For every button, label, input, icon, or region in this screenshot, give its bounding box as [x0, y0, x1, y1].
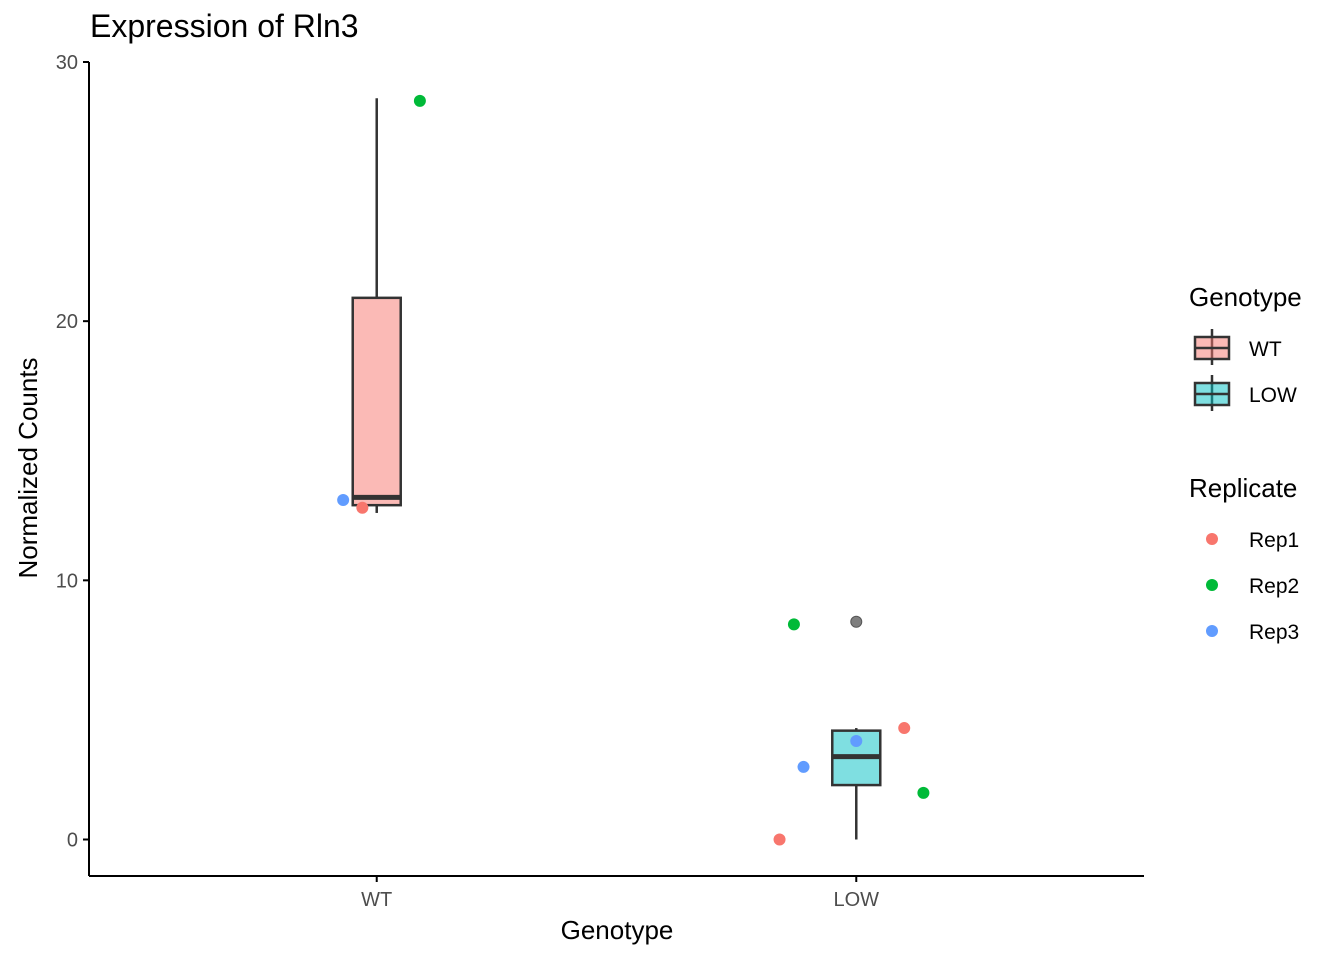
legend-label: Rep3	[1249, 621, 1299, 644]
box-wt	[351, 296, 402, 507]
legend-title: Genotype	[1189, 282, 1302, 312]
data-point-rep3	[337, 493, 350, 506]
data-point-rep2	[787, 618, 800, 631]
x-axis-ticks: WT LOW	[361, 876, 879, 911]
x-tick-label: WT	[361, 889, 392, 911]
y-tick-label: 30	[56, 52, 78, 74]
legend-label: LOW	[1249, 384, 1297, 407]
data-point-rep1	[898, 722, 911, 735]
legend-title: Replicate	[1189, 473, 1297, 503]
y-tick-label: 20	[56, 311, 78, 333]
plot-area	[337, 94, 930, 846]
data-point-rep2	[917, 786, 930, 799]
legend-key-point	[1206, 579, 1218, 591]
legend-key-point	[1206, 625, 1218, 637]
y-tick-label: 0	[67, 830, 78, 852]
legend-key-point	[1206, 533, 1218, 545]
y-axis-title: Normalized Counts	[13, 357, 43, 578]
data-point-rep1	[356, 501, 369, 514]
outlier-point	[850, 615, 863, 628]
data-point-rep2	[413, 94, 426, 107]
data-point-rep3	[797, 760, 810, 773]
x-tick-label: LOW	[833, 889, 879, 911]
chart-title: Expression of Rln3	[90, 8, 359, 44]
x-axis-title: Genotype	[561, 915, 674, 945]
legend: Genotype WT LOW Replicate Rep1 Rep2 Rep3	[1189, 282, 1302, 644]
legend-label: WT	[1249, 338, 1282, 361]
y-tick-label: 10	[56, 570, 78, 592]
legend-label: Rep1	[1249, 529, 1299, 552]
data-point-rep3	[850, 735, 863, 748]
y-axis-ticks: 0 10 20 30	[56, 52, 89, 852]
data-point-rep1	[773, 833, 786, 846]
legend-label: Rep2	[1249, 575, 1299, 598]
